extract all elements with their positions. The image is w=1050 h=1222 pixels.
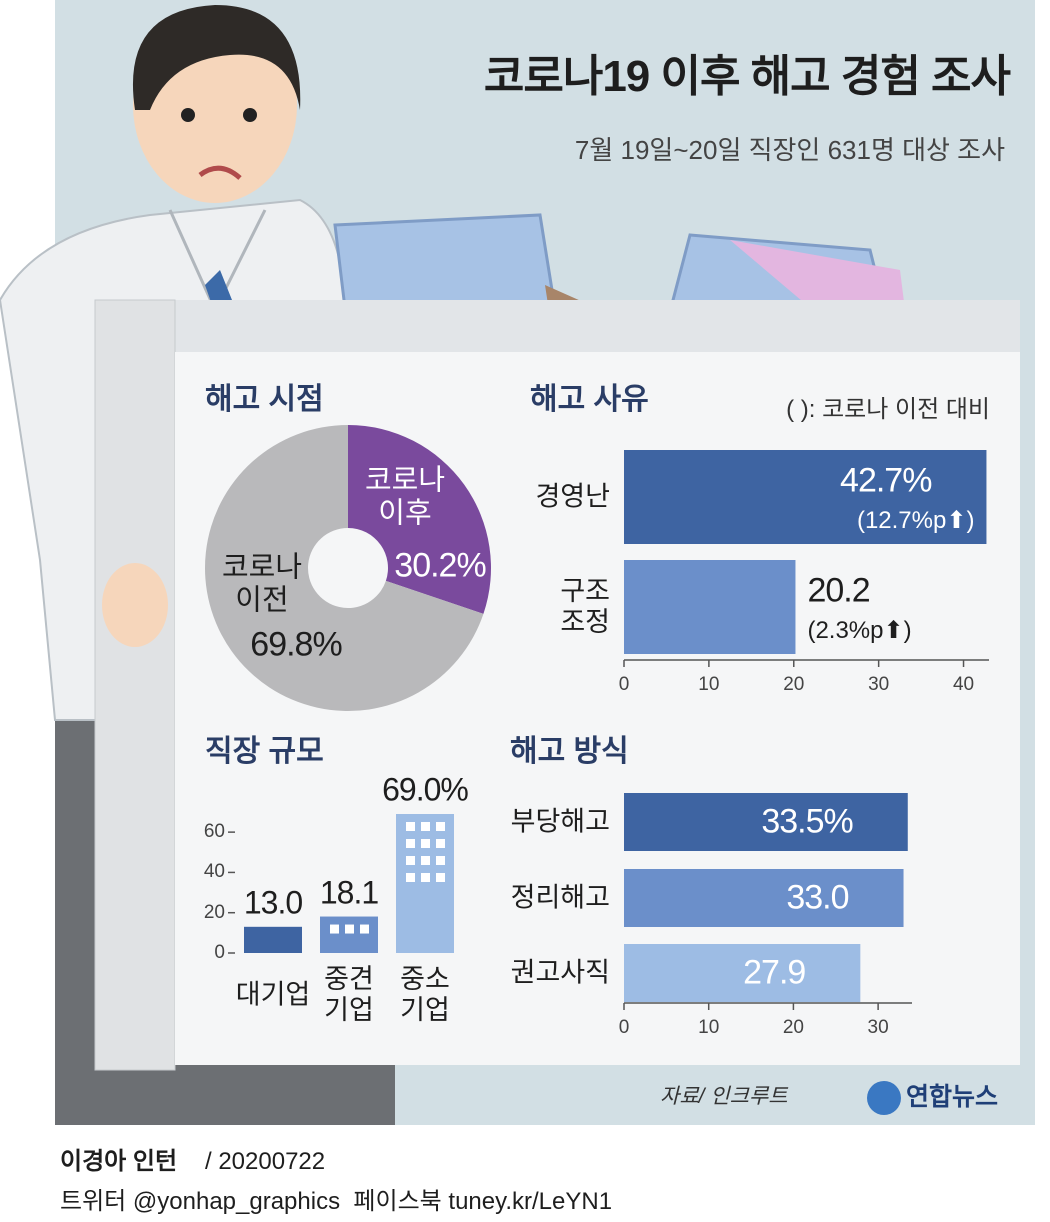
bar [624,793,908,851]
chart-title: 직장 규모 [205,734,324,768]
value-label: 69.8% [250,625,342,664]
tie [205,270,232,305]
change-label: (2.3%p⬆) [807,617,912,645]
category-label: 정리해고 [510,882,610,913]
y-tick-label: 20 [203,901,225,923]
window [406,822,415,831]
x-tick-label: 20 [782,1017,804,1039]
window [406,856,415,865]
category-label: 중견 기업 [324,963,374,1025]
chart-note: ( ): 코로나 이전 대비 [786,396,990,424]
y-tick-label: 60 [203,821,225,843]
window [436,822,445,831]
chart-title: 해고 방식 [510,734,629,768]
x-tick-label: 10 [698,674,720,696]
eye [243,108,257,122]
value-label: 33.5% [761,802,853,841]
subtitle: 7월 19일~20일 직장인 631명 대상 조사 [574,135,1005,165]
eye [181,108,195,122]
source: 자료/ 인크루트 [660,1085,788,1108]
x-tick-label: 0 [618,674,630,696]
value-label: 20.2 [807,571,870,610]
bar [320,916,378,953]
category-label: 경영난 [535,481,610,512]
pie-slice [204,425,484,711]
value-label: 30.2% [394,546,486,585]
bar [396,814,454,953]
window [360,924,369,934]
window [421,839,430,848]
window [436,873,445,882]
value-label: 33.0 [786,878,849,917]
y-tick-label: 0 [214,942,225,964]
window [421,873,430,882]
pie-slice [348,425,491,614]
window [406,873,415,882]
author: 이경아 인턴 [60,1148,178,1175]
x-tick-label: 10 [698,1017,720,1039]
window [421,856,430,865]
value-label: 13.0 [243,884,303,921]
bar [624,450,987,544]
x-tick-label: 30 [868,674,890,696]
bar [624,560,796,654]
bar [624,869,904,927]
hand [102,563,168,647]
window [421,822,430,831]
y-tick-label: 40 [203,861,225,883]
value-label: 69.0% [382,771,469,808]
category-label: 구조 조정 [560,575,610,637]
social: 트위터 @yonhap_graphics 페이스북 tuney.kr/LeYN1 [60,1188,613,1215]
chart-title: 해고 시점 [205,382,324,416]
logo-mark [867,1081,901,1115]
category-label: 대기업 [235,979,311,1010]
slice-label: 코로나 이전 [221,551,303,617]
category-label: 부당해고 [510,806,610,837]
x-tick-label: 0 [618,1017,630,1039]
mouth [198,165,242,180]
bar [244,926,302,953]
category-label: 권고사직 [510,957,610,988]
date: / 20200722 [205,1148,326,1175]
value-label: 27.9 [743,953,806,992]
bar [624,944,861,1002]
hair [132,5,301,110]
window [436,839,445,848]
slice-label: 코로나 이후 [364,464,446,530]
window [330,924,339,934]
chart-title: 해고 사유 [530,382,649,416]
x-tick-label: 30 [867,1017,889,1039]
category-label: 중소 기업 [400,963,450,1025]
window [345,924,354,934]
value-label: 18.1 [319,874,379,911]
x-tick-label: 20 [783,674,805,696]
window [436,856,445,865]
logo: 연합뉴스 [906,1083,999,1111]
window [406,839,415,848]
x-tick-label: 40 [952,674,975,696]
change-label: (12.7%p⬆) [856,507,975,535]
title: 코로나19 이후 해고 경험 조사 [483,52,1011,101]
box-top [95,300,1020,355]
value-label: 42.7% [840,461,932,500]
box-side [94,299,176,1071]
